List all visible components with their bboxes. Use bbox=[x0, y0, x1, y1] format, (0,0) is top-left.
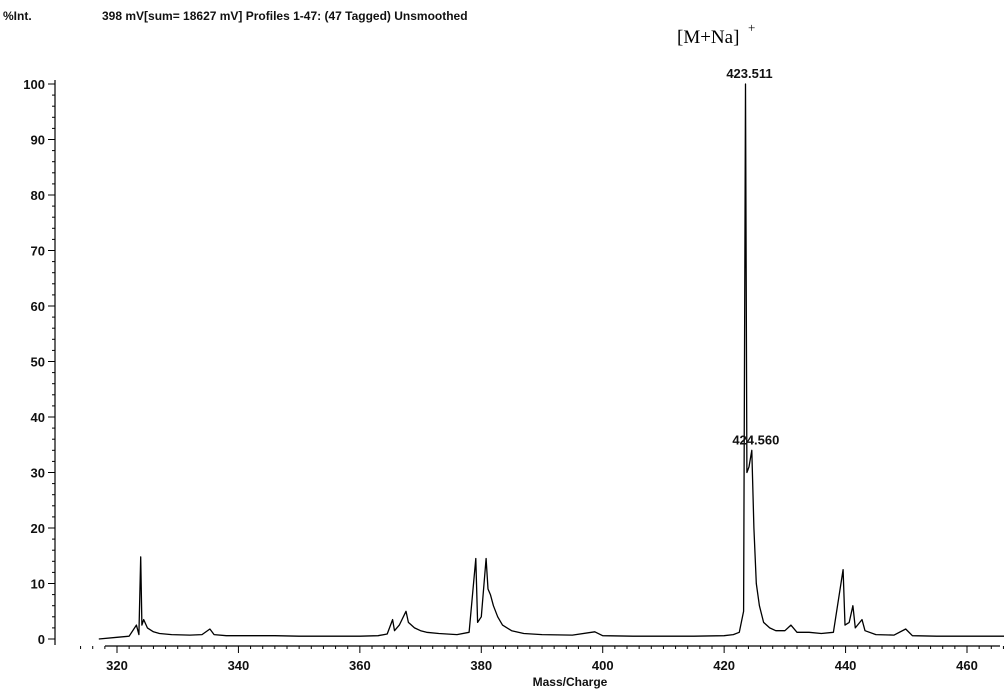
y-tick-label: 60 bbox=[31, 299, 45, 314]
axes: 0 10 20 30 40 50 60 70 80 90 100 320 340 360 380 400 420… bbox=[23, 77, 1004, 673]
ion-charge-label: + bbox=[748, 20, 755, 35]
x-tick-label: 320 bbox=[106, 658, 128, 673]
ion-annotation: [M+Na] + bbox=[677, 20, 755, 48]
ion-label: [M+Na] bbox=[677, 27, 739, 48]
y-tick-label: 80 bbox=[31, 188, 45, 203]
y-tick-label: 0 bbox=[38, 632, 45, 647]
x-tick-label: 460 bbox=[956, 658, 978, 673]
peak-label: 423.511 bbox=[726, 66, 772, 81]
x-tick-label: 340 bbox=[228, 658, 250, 673]
x-tick-label: 380 bbox=[470, 658, 492, 673]
x-tick-label: 420 bbox=[713, 658, 735, 673]
x-axis-title: Mass/Charge bbox=[533, 675, 608, 689]
y-tick-label: 100 bbox=[23, 77, 45, 92]
y-tick-label: 50 bbox=[31, 355, 45, 370]
plot-area: 423.511 424.560 bbox=[98, 66, 1004, 640]
chart-header: 398 mV[sum= 18627 mV] Profiles 1-47: (47… bbox=[102, 9, 468, 23]
y-tick-label: 10 bbox=[31, 577, 45, 592]
y-tick-label: 70 bbox=[31, 244, 45, 259]
y-tick-label: 90 bbox=[31, 133, 45, 148]
x-tick-label: 440 bbox=[835, 658, 857, 673]
y-tick-label: 20 bbox=[31, 521, 45, 536]
x-tick-label: 360 bbox=[349, 658, 371, 673]
x-tick-label: 400 bbox=[592, 658, 614, 673]
y-tick-label: 40 bbox=[31, 410, 45, 425]
peak-label: 424.560 bbox=[732, 432, 779, 447]
y-tick-label: 30 bbox=[31, 466, 45, 481]
y-axis-title: %Int. bbox=[3, 9, 32, 23]
spectrum-trace bbox=[98, 83, 1004, 640]
